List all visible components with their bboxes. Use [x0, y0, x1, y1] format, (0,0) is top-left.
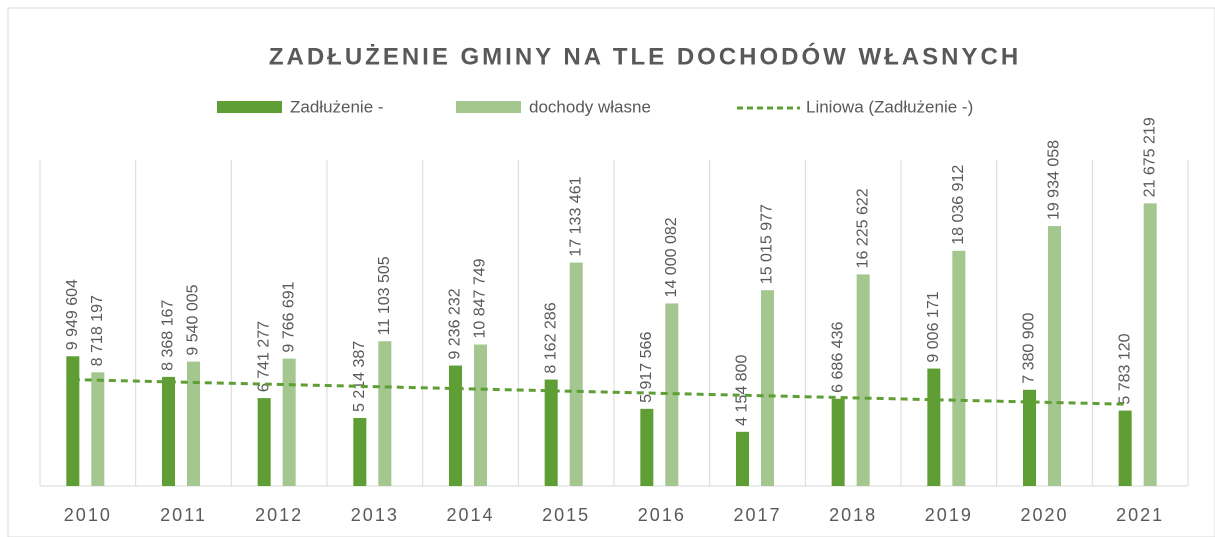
bar — [353, 418, 367, 486]
bar — [66, 356, 80, 486]
bar — [544, 379, 558, 486]
data-label: 11 103 505 — [376, 256, 393, 335]
data-label: 21 675 219 — [1141, 117, 1158, 197]
chart-frame — [7, 7, 1215, 537]
bar — [640, 408, 654, 486]
x-tick-label: 2018 — [829, 505, 877, 525]
data-label: 10 847 749 — [472, 258, 489, 338]
x-tick-label: 2017 — [733, 505, 781, 525]
bar — [761, 290, 774, 486]
bar — [187, 361, 200, 486]
trendline — [72, 378, 1126, 406]
bar — [1143, 203, 1157, 486]
x-tick-label: 2020 — [1020, 505, 1068, 525]
data-label: 8 162 286 — [542, 302, 559, 373]
data-label: 9 766 691 — [280, 281, 297, 352]
chart-title: ZADŁUŻENIE GMINY NA TLE DOCHODÓW WŁASNYC… — [269, 42, 1021, 70]
legend-label: dochody własne — [529, 97, 651, 116]
bar — [569, 262, 583, 486]
x-tick-label: 2021 — [1116, 505, 1164, 525]
data-label: 6 686 436 — [829, 322, 846, 393]
bar — [736, 431, 749, 486]
data-label: 5 917 566 — [638, 332, 655, 403]
data-label: 9 006 171 — [925, 291, 942, 362]
legend-label: Zadłużenie - — [290, 97, 384, 116]
bar — [257, 398, 271, 486]
bar — [856, 274, 870, 486]
legend-label: Liniowa (Zadłużenie -) — [806, 97, 973, 116]
data-label: 17 133 461 — [567, 176, 584, 256]
data-label: 5 783 120 — [1116, 333, 1133, 404]
data-label: 8 368 167 — [160, 300, 177, 371]
data-label: 9 949 604 — [64, 279, 81, 350]
bar — [1023, 389, 1036, 486]
x-tick-label: 2014 — [446, 505, 494, 525]
bar — [91, 372, 105, 486]
bar — [162, 376, 175, 486]
bar — [831, 398, 845, 486]
data-label: 9 540 005 — [185, 284, 202, 355]
data-label: 18 036 912 — [950, 165, 967, 245]
bar — [449, 365, 462, 486]
x-tick-label: 2010 — [64, 505, 112, 525]
bar — [1048, 226, 1061, 487]
bar — [474, 344, 487, 486]
x-tick-label: 2011 — [160, 505, 207, 525]
x-tick-label: 2013 — [351, 505, 399, 525]
bar — [665, 303, 679, 486]
data-label: 15 015 977 — [759, 204, 776, 284]
x-tick-label: 2019 — [925, 505, 973, 525]
data-label: 16 225 622 — [854, 188, 871, 268]
data-label: 7 380 900 — [1021, 312, 1038, 383]
data-label: 14 000 082 — [663, 217, 680, 297]
bar — [378, 341, 392, 486]
data-label: 5 214 387 — [351, 341, 368, 412]
data-label: 19 934 058 — [1046, 140, 1063, 220]
legend-swatch — [217, 101, 282, 113]
data-label: 8 718 197 — [89, 295, 106, 366]
data-label: 9 236 232 — [447, 288, 464, 359]
x-tick-label: 2015 — [542, 505, 590, 525]
x-tick-label: 2012 — [255, 505, 303, 525]
data-label: 6 741 277 — [255, 321, 272, 392]
bar — [952, 250, 966, 486]
bar — [1118, 410, 1132, 486]
data-label: 4 154 800 — [734, 355, 751, 426]
legend-swatch — [456, 101, 521, 113]
x-tick-label: 2016 — [638, 505, 686, 525]
bar — [927, 368, 941, 486]
bar — [282, 358, 296, 486]
